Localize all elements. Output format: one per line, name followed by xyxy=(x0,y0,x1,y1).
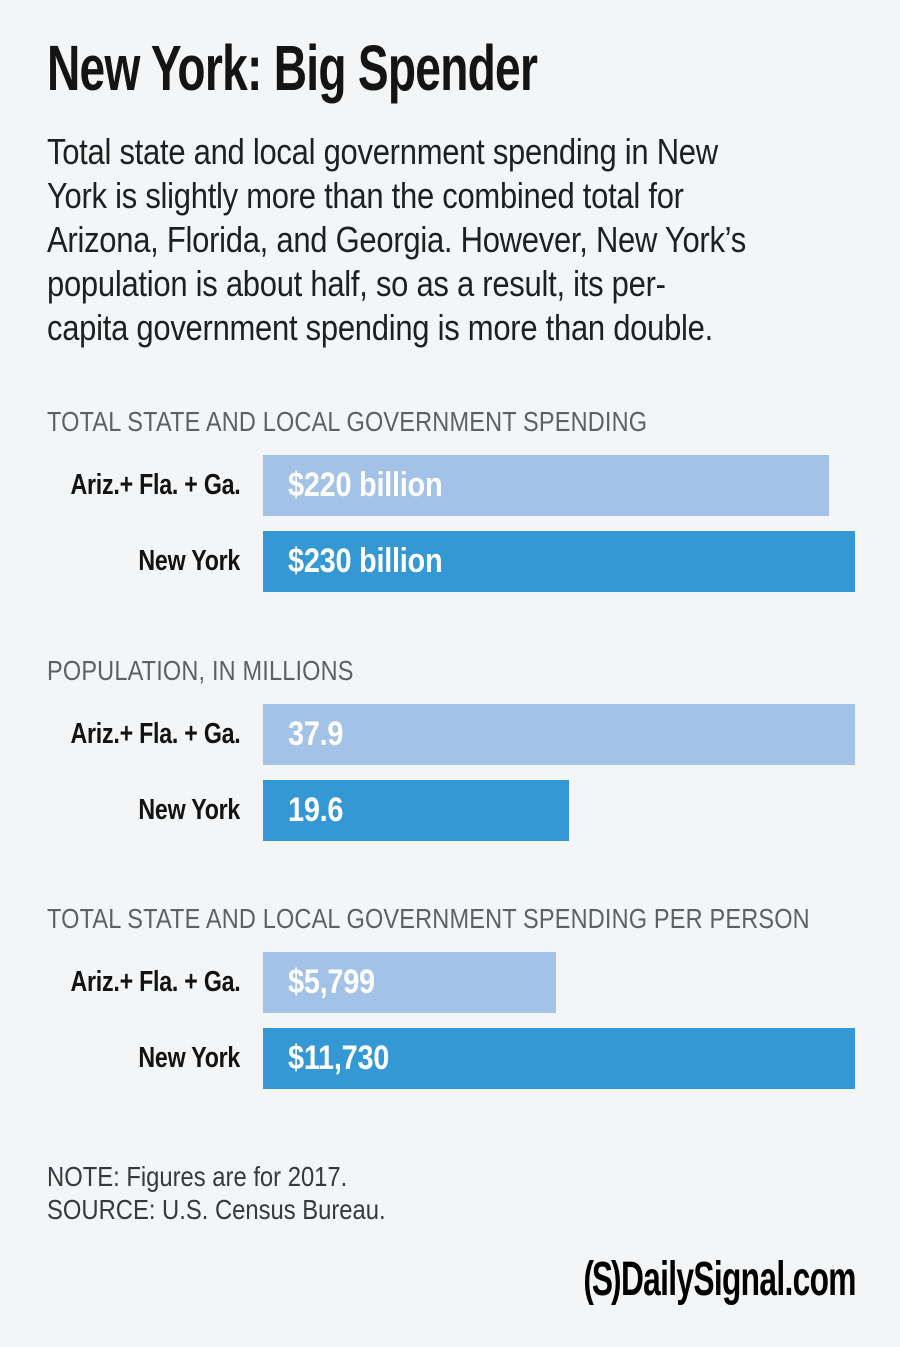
intro-line: population is about half, so as a result… xyxy=(47,263,666,304)
intro-line: Total state and local government spendin… xyxy=(47,131,718,172)
source-line: SOURCE: U.S. Census Bureau. xyxy=(47,1194,386,1225)
dailysignal-s-icon: (S) xyxy=(583,1253,622,1306)
footnote: NOTE: Figures are for 2017. SOURCE: U.S.… xyxy=(47,1160,445,1226)
bar-new-york: $230 billion xyxy=(263,531,855,592)
bar-value-label: 19.6 xyxy=(288,791,344,829)
bar-ariz-fla-ga: $5,799 xyxy=(263,952,556,1013)
bar-value-label: $5,799 xyxy=(288,963,375,1001)
bar-value-label: $230 billion xyxy=(288,542,443,580)
intro-line: Arizona, Florida, and Georgia. However, … xyxy=(47,219,746,260)
category-label: Ariz.+ Fla. + Ga. xyxy=(70,718,240,750)
bar-ariz-fla-ga: $220 billion xyxy=(263,455,829,516)
bar-row: Ariz.+ Fla. + Ga. $220 billion xyxy=(47,455,867,516)
category-label: New York xyxy=(138,794,240,826)
category-label: New York xyxy=(138,545,240,577)
dailysignal-logo: (S)DailySignal.com xyxy=(443,1253,857,1306)
chart-title: TOTAL STATE AND LOCAL GOVERNMENT SPENDIN… xyxy=(47,903,810,934)
bar-ariz-fla-ga: 37.9 xyxy=(263,704,855,765)
bar-row: Ariz.+ Fla. + Ga. 37.9 xyxy=(47,704,867,765)
note-line: NOTE: Figures are for 2017. xyxy=(47,1161,348,1192)
bar-row: Ariz.+ Fla. + Ga. $5,799 xyxy=(47,952,867,1013)
bar-value-label: $11,730 xyxy=(288,1039,390,1077)
bar-new-york: $11,730 xyxy=(263,1028,855,1089)
category-label: Ariz.+ Fla. + Ga. xyxy=(70,469,240,501)
intro-line: capita government spending is more than … xyxy=(47,307,713,348)
chart-title: TOTAL STATE AND LOCAL GOVERNMENT SPENDIN… xyxy=(47,406,648,437)
chart-section-total-spending: TOTAL STATE AND LOCAL GOVERNMENT SPENDIN… xyxy=(47,406,867,607)
category-label: Ariz.+ Fla. + Ga. xyxy=(70,966,240,998)
category-label: New York xyxy=(138,1042,240,1074)
chart-section-population: POPULATION, IN MILLIONS Ariz.+ Fla. + Ga… xyxy=(47,655,867,856)
intro-paragraph: Total state and local government spendin… xyxy=(47,130,860,350)
bar-row: New York $230 billion xyxy=(47,531,867,592)
bar-value-label: $220 billion xyxy=(288,466,443,504)
bar-row: New York $11,730 xyxy=(47,1028,867,1089)
bar-value-label: 37.9 xyxy=(288,715,344,753)
bar-new-york: 19.6 xyxy=(263,780,569,841)
bar-row: New York 19.6 xyxy=(47,780,867,841)
dailysignal-logo-text: DailySignal.com xyxy=(621,1253,856,1306)
chart-title: POPULATION, IN MILLIONS xyxy=(47,655,354,686)
intro-line: York is slightly more than the combined … xyxy=(47,175,684,216)
chart-section-spending-per-person: TOTAL STATE AND LOCAL GOVERNMENT SPENDIN… xyxy=(47,903,867,1104)
page-title: New York: Big Spender xyxy=(47,32,538,104)
